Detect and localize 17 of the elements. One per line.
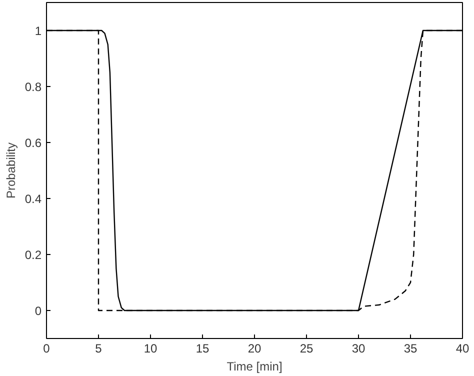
- y-tick-label: 0: [34, 304, 42, 318]
- x-axis-title: Time [min]: [226, 360, 282, 374]
- x-tick-label: 10: [144, 342, 158, 356]
- y-axis-title: Probability: [4, 142, 18, 199]
- x-tick-label: 5: [95, 342, 102, 356]
- x-tick-label: 30: [352, 342, 366, 356]
- x-tick-label: 20: [248, 342, 262, 356]
- y-tick-label: 0.2: [24, 248, 42, 262]
- x-tick-label: 15: [196, 342, 210, 356]
- x-tick-label: 35: [404, 342, 418, 356]
- x-tick-label: 40: [456, 342, 470, 356]
- y-tick-label: 0.6: [24, 136, 42, 150]
- y-tick-label: 0.8: [24, 80, 42, 94]
- y-tick-label: 1: [34, 24, 42, 38]
- x-tick-label: 0: [43, 342, 50, 356]
- x-tick-label: 25: [300, 342, 314, 356]
- y-tick-label: 0.4: [24, 192, 42, 206]
